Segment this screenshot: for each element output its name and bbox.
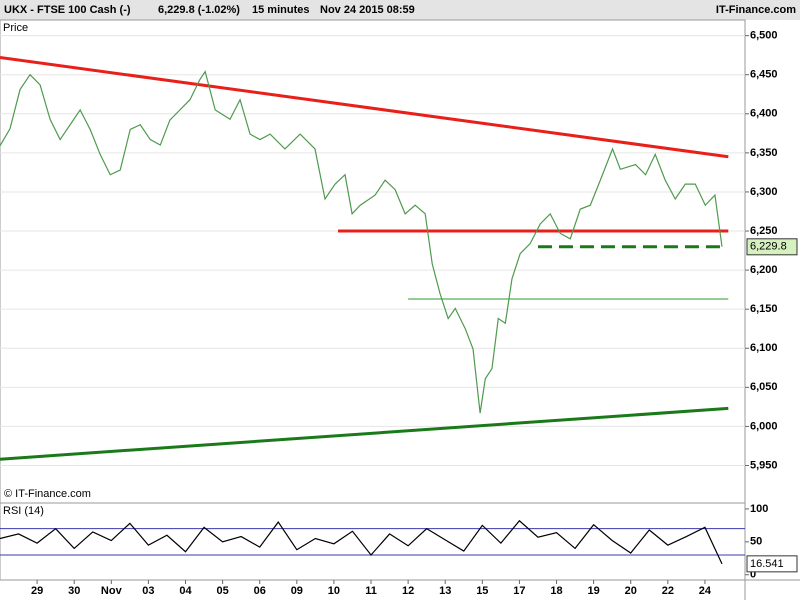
series-line — [0, 70, 723, 414]
copyright: © IT-Finance.com — [4, 488, 91, 500]
y-tick-label: 6,150 — [750, 303, 778, 315]
trend-line — [0, 56, 729, 159]
trend-line — [0, 406, 729, 461]
panel-title: RSI (14) — [3, 505, 44, 517]
y-tick-label: 5,950 — [750, 459, 778, 471]
x-tick-label: 09 — [291, 585, 303, 597]
y-tick-label: 100 — [750, 503, 768, 515]
x-tick-label: 11 — [365, 585, 377, 597]
x-tick-label: 10 — [328, 585, 340, 597]
y-tick-label: 6,400 — [750, 108, 778, 120]
x-tick-label: 17 — [513, 585, 525, 597]
x-tick-label: Nov — [101, 585, 123, 597]
y-tick-label: 6,000 — [750, 420, 778, 432]
y-tick-label: 50 — [750, 536, 762, 548]
y-tick-label: 6,500 — [750, 30, 778, 42]
header-bar — [0, 0, 800, 20]
last-value-label: 16.541 — [750, 558, 784, 570]
y-tick-label: 6,050 — [750, 381, 778, 393]
x-tick-label: 04 — [179, 585, 192, 597]
panel-title: Price — [3, 22, 28, 34]
timestamp: Nov 24 2015 08:59 — [320, 4, 415, 16]
y-tick-label: 6,250 — [750, 225, 778, 237]
x-tick-label: 19 — [588, 585, 600, 597]
y-tick-label: 6,300 — [750, 186, 778, 198]
x-tick-label: 18 — [550, 585, 562, 597]
interval: 15 minutes — [252, 4, 309, 16]
brand: IT-Finance.com — [716, 4, 796, 16]
x-tick-label: 15 — [476, 585, 488, 597]
series-line — [0, 519, 723, 565]
y-tick-label: 0 — [750, 569, 756, 581]
y-tick-label: 6,100 — [750, 342, 778, 354]
x-tick-label: 24 — [699, 585, 712, 597]
x-tick-label: 12 — [402, 585, 414, 597]
y-tick-label: 6,200 — [750, 264, 778, 276]
rsi-frame — [0, 502, 746, 581]
quote: 6,229.8 (-1.02%) — [158, 4, 240, 16]
x-tick-label: 05 — [216, 585, 228, 597]
x-tick-label: 30 — [68, 585, 80, 597]
last-value-box — [746, 555, 798, 573]
x-tick-label: 13 — [439, 585, 451, 597]
x-tick-label: 29 — [31, 585, 43, 597]
instrument: UKX - FTSE 100 Cash (-) — [4, 4, 131, 16]
x-tick-label: 20 — [625, 585, 637, 597]
y-tick-label: 6,450 — [750, 69, 778, 81]
x-tick-label: 03 — [142, 585, 154, 597]
y-tick-label: 6,350 — [750, 147, 778, 159]
last-value-label: 6,229.8 — [750, 241, 787, 253]
last-value-box — [746, 238, 798, 256]
x-tick-label: 22 — [662, 585, 674, 597]
price-frame — [0, 19, 746, 504]
x-tick-label: 06 — [254, 585, 266, 597]
